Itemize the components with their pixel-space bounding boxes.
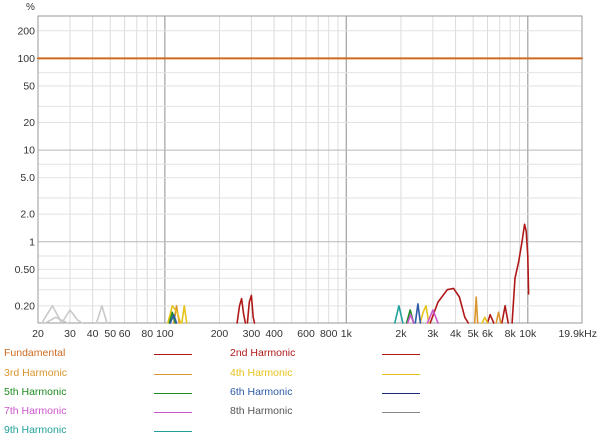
x-tick-label: 600 xyxy=(297,328,315,340)
plot-frame xyxy=(37,15,583,324)
x-tick-label: 300 xyxy=(243,328,261,340)
series-line-8th-harmonic xyxy=(95,304,108,324)
x-tick-label: 19.9kHz xyxy=(558,328,597,340)
series-line-4th-harmonic xyxy=(167,304,182,324)
legend-swatch-3rd-harmonic xyxy=(154,374,192,375)
series-line-7th-harmonic xyxy=(406,313,415,324)
series-line-6th-harmonic xyxy=(169,313,178,324)
x-axis: 20 30 40 50 60 80 100 200 300 400 600 800 1k 2k 3k 4k 5k… xyxy=(32,328,597,340)
legend-swatch-fundamental xyxy=(154,354,192,355)
x-tick-label: 3k xyxy=(427,328,439,340)
y-tick-label: 2.0 xyxy=(20,209,35,221)
x-tick-label: 40 xyxy=(87,328,99,340)
y-tick-label: 10 xyxy=(23,145,35,157)
y-tick-label: 5.0 xyxy=(20,172,35,184)
x-tick-label: 60 xyxy=(119,328,131,340)
series-line-2nd-harmonic xyxy=(236,297,247,324)
x-tick-label: 800 xyxy=(320,328,338,340)
series-line-4th-harmonic xyxy=(481,316,489,324)
legend-label-7th-harmonic: 7th Harmonic xyxy=(4,405,67,417)
legend-label-fundamental: Fundamental xyxy=(4,347,66,359)
y-tick-label: 1 xyxy=(29,236,35,248)
series-line-2nd-harmonic xyxy=(511,223,530,324)
series-line-2nd-harmonic xyxy=(486,313,495,324)
legend-swatch-7th-harmonic xyxy=(154,412,192,413)
legend-swatch-4th-harmonic xyxy=(382,374,420,375)
y-tick-label: 0.50 xyxy=(15,264,36,276)
x-tick-label: 20 xyxy=(32,328,44,340)
x-tick-label: 10k xyxy=(519,328,537,340)
x-tick-label: 400 xyxy=(265,328,283,340)
x-tick-label: 80 xyxy=(141,328,153,340)
x-tick-label: 6k xyxy=(482,328,494,340)
y-axis: 200 100 50 20 10 5.0 2.0 1 0.50 0.20 xyxy=(15,25,36,312)
legend-swatch-8th-harmonic xyxy=(382,412,420,413)
x-tick-label: 2k xyxy=(395,328,407,340)
chart-grid xyxy=(37,16,582,323)
legend-label-6th-harmonic: 6th Harmonic xyxy=(230,386,293,398)
y-tick-label: 0.20 xyxy=(15,300,36,312)
legend-label-9th-harmonic: 9th Harmonic xyxy=(4,424,67,436)
y-tick-label: 50 xyxy=(23,80,35,92)
series-line-8th-harmonic xyxy=(40,304,63,324)
y-tick-label: 200 xyxy=(17,25,35,37)
series-line-2nd-harmonic xyxy=(429,287,470,324)
x-tick-label: 200 xyxy=(211,328,229,340)
series-lines xyxy=(37,57,583,324)
legend: Fundamental 2nd Harmonic 3rd Harmonic 4th H… xyxy=(0,340,600,445)
legend-swatch-5th-harmonic xyxy=(154,393,192,394)
series-line-7th-harmonic xyxy=(426,309,439,324)
legend-swatch-9th-harmonic xyxy=(154,431,192,432)
series-line-3rd-harmonic xyxy=(495,311,502,324)
y-tick-label: 20 xyxy=(23,117,35,129)
x-tick-label: 5k xyxy=(468,328,480,340)
series-line-4th-harmonic xyxy=(181,304,188,324)
series-line-2nd-harmonic xyxy=(246,294,256,324)
x-tick-label: 50 xyxy=(104,328,116,340)
series-line-6th-harmonic xyxy=(414,303,422,324)
series-line-9th-harmonic xyxy=(393,304,404,324)
x-tick-label: 30 xyxy=(64,328,76,340)
legend-label-3rd-harmonic: 3rd Harmonic xyxy=(4,367,68,379)
y-tick-label: 100 xyxy=(17,53,35,65)
x-tick-label: 100 xyxy=(156,328,174,340)
series-line-4th-harmonic xyxy=(419,304,430,324)
series-line-8th-harmonic xyxy=(44,316,69,324)
series-line-2nd-harmonic xyxy=(501,304,510,324)
legend-label-5th-harmonic: 5th Harmonic xyxy=(4,386,67,398)
series-line-3rd-harmonic xyxy=(473,296,479,324)
series-line-5th-harmonic xyxy=(168,311,176,324)
legend-label-8th-harmonic: 8th Harmonic xyxy=(230,405,293,417)
x-tick-label: 8k xyxy=(505,328,517,340)
legend-swatch-2nd-harmonic xyxy=(382,354,420,355)
legend-label-2nd-harmonic: 2nd Harmonic xyxy=(230,347,296,359)
y-axis-unit-label: % xyxy=(26,2,35,13)
x-tick-label: 1k xyxy=(341,328,353,340)
series-line-8th-harmonic xyxy=(60,309,83,324)
legend-swatch-6th-harmonic xyxy=(382,393,420,394)
legend-label-4th-harmonic: 4th Harmonic xyxy=(230,367,293,379)
x-tick-label: 4k xyxy=(450,328,462,340)
